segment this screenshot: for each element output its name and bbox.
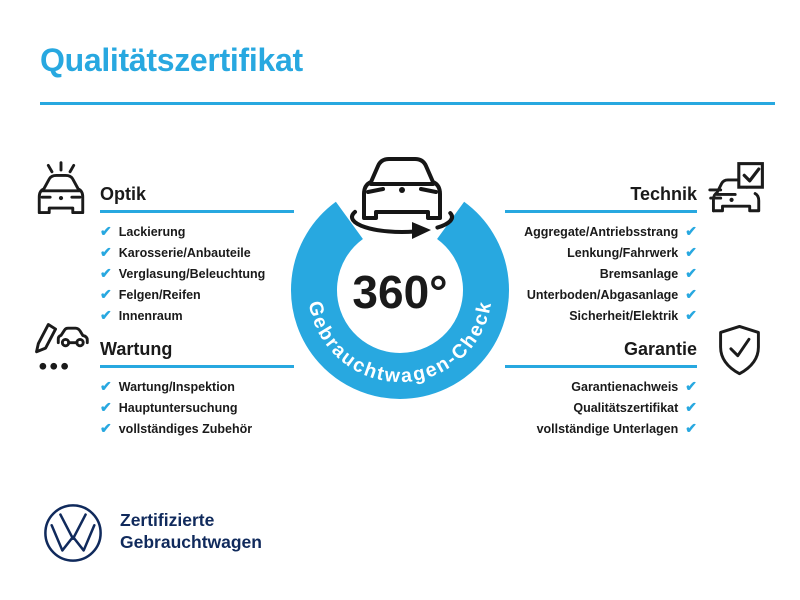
checklist-item: Sicherheit/Elektrik ✔ [503, 305, 697, 326]
shield-check-icon [719, 324, 760, 376]
checklist-item: ✔ vollständiges Zubehör [100, 418, 294, 439]
garantie-underline [505, 365, 697, 368]
item-label: Hauptuntersuchung [118, 400, 238, 415]
item-label: Garantienachweis [571, 379, 679, 394]
check-icon: ✔ [100, 222, 112, 239]
optik-underline [100, 210, 294, 213]
checklist-item: Garantienachweis ✔ [503, 376, 697, 397]
check-icon: ✔ [685, 264, 697, 281]
check-icon: ✔ [100, 377, 112, 394]
item-label: Unterboden/Abgasanlage [526, 287, 679, 302]
vw-logo-icon [44, 504, 102, 562]
section-heading-wartung: Wartung [100, 339, 173, 359]
check-icon: ✔ [685, 398, 697, 415]
section-heading-optik: Optik [100, 184, 147, 204]
item-label: Bremsanlage [599, 266, 679, 281]
section-heading-technik: Technik [630, 184, 697, 204]
car-checkbox-icon [708, 162, 764, 213]
badge-degrees-label: 360° [352, 266, 447, 318]
service-record-icon [35, 323, 89, 370]
check-icon: ✔ [685, 243, 697, 260]
check-icon: ✔ [685, 377, 697, 394]
item-label: Qualitätszertifikat [573, 400, 679, 415]
car-360-icon [350, 157, 454, 239]
check-icon: ✔ [685, 419, 697, 436]
checklist-item: Aggregate/Antriebsstrang ✔ [503, 221, 697, 242]
footer-line2: Gebrauchtwagen [120, 532, 262, 552]
checklist-item: ✔ Karosserie/Anbauteile [100, 242, 294, 263]
wartung-underline [100, 365, 294, 368]
title-underline [40, 102, 775, 105]
checklist-item: ✔ Wartung/Inspektion [100, 376, 294, 397]
item-label: Karosserie/Anbauteile [118, 245, 251, 260]
technik-checklist: Aggregate/Antriebsstrang ✔ Lenkung/Fahrwe… [503, 221, 697, 326]
checklist-item: ✔ Innenraum [100, 305, 294, 326]
item-label: Innenraum [118, 308, 183, 323]
item-label: vollständiges Zubehör [118, 421, 253, 436]
item-label: Verglasung/Beleuchtung [118, 266, 266, 281]
item-label: Lenkung/Fahrwerk [567, 245, 679, 260]
checklist-item: Unterboden/Abgasanlage ✔ [503, 284, 697, 305]
item-label: Wartung/Inspektion [118, 379, 235, 394]
item-label: Lackierung [118, 224, 186, 239]
check-icon: ✔ [100, 285, 112, 302]
car-shine-icon [37, 161, 85, 215]
page-title: Qualitätszertifikat [40, 42, 303, 78]
garantie-checklist: Garantienachweis ✔ Qualitätszertifikat ✔ v… [503, 376, 697, 439]
checklist-item: Lenkung/Fahrwerk ✔ [503, 242, 697, 263]
footer-brand-text: Zertifizierte Gebrauchtwagen [120, 509, 262, 553]
check-icon: ✔ [685, 222, 697, 239]
checklist-item: ✔ Lackierung [100, 221, 294, 242]
item-label: Sicherheit/Elektrik [569, 308, 679, 323]
check-icon: ✔ [100, 243, 112, 260]
check-icon: ✔ [685, 306, 697, 323]
wartung-checklist: ✔ Wartung/Inspektion ✔ Hauptuntersuchung ✔… [100, 376, 294, 439]
item-label: Aggregate/Antriebsstrang [524, 224, 679, 239]
check-icon: ✔ [100, 264, 112, 281]
checklist-item: ✔ Verglasung/Beleuchtung [100, 263, 294, 284]
item-label: vollständige Unterlagen [536, 421, 679, 436]
badge-360: Gebrauchtwagen-Check 360° [291, 157, 509, 399]
footer-line1: Zertifizierte [120, 510, 215, 530]
check-icon: ✔ [100, 398, 112, 415]
badge-ring [291, 201, 509, 399]
check-icon: ✔ [100, 419, 112, 436]
checklist-item: Qualitätszertifikat ✔ [503, 397, 697, 418]
checklist-item: ✔ Hauptuntersuchung [100, 397, 294, 418]
check-icon: ✔ [685, 285, 697, 302]
section-heading-garantie: Garantie [623, 339, 697, 359]
item-label: Felgen/Reifen [118, 287, 201, 302]
checklist-item: vollständige Unterlagen ✔ [503, 418, 697, 439]
checklist-item: Bremsanlage ✔ [503, 263, 697, 284]
optik-checklist: ✔ Lackierung ✔ Karosserie/Anbauteile ✔ Verg… [100, 221, 294, 326]
check-icon: ✔ [100, 306, 112, 323]
checklist-item: ✔ Felgen/Reifen [100, 284, 294, 305]
technik-underline [505, 210, 697, 213]
